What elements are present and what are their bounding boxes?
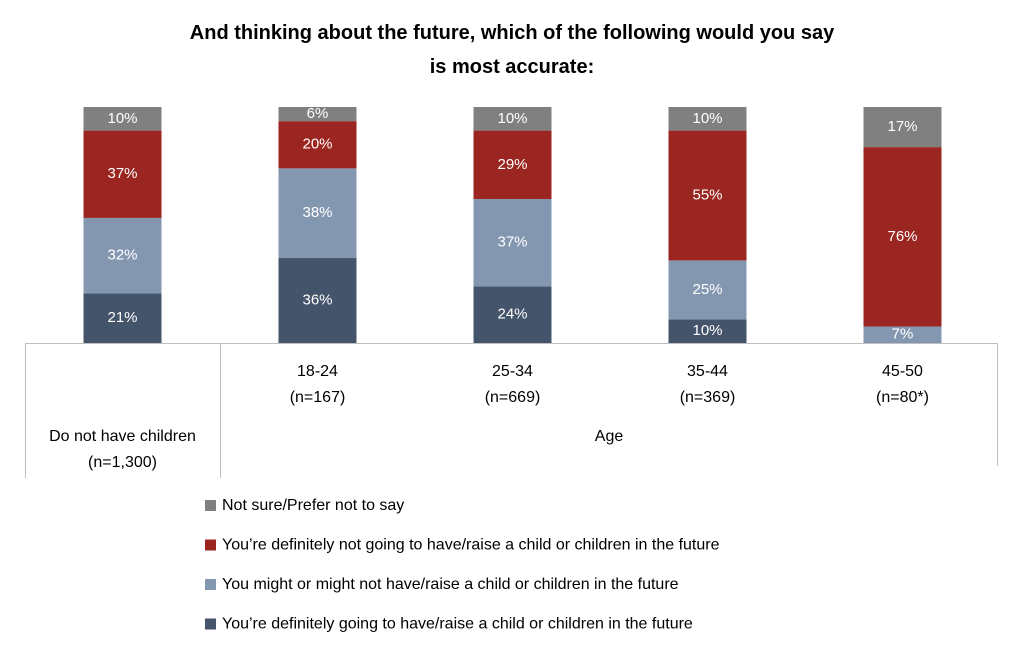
legend-swatch xyxy=(205,539,216,551)
data-label: 21% xyxy=(107,309,137,326)
x-tick-label: (n=80*) xyxy=(876,389,929,406)
bar-segment xyxy=(473,107,552,131)
bar-segment xyxy=(473,130,552,200)
bar-segment xyxy=(278,168,357,259)
legend-label: You’re definitely going to have/raise a … xyxy=(222,616,693,633)
data-label: 38% xyxy=(302,204,332,221)
bar-segment xyxy=(278,107,357,122)
bar-segment xyxy=(473,199,552,287)
x-tick-label: (n=167) xyxy=(290,389,346,406)
x-tick-label: 25-34 xyxy=(492,363,533,380)
bar-segment xyxy=(278,258,357,343)
bar-segment xyxy=(473,286,552,343)
bar-segment xyxy=(863,147,942,327)
x-tick-label: (n=669) xyxy=(485,389,541,406)
data-label: 76% xyxy=(887,228,917,245)
bar-segment xyxy=(83,293,162,343)
legend-swatch xyxy=(205,618,216,630)
bar-segment xyxy=(863,107,942,148)
bar-segment xyxy=(83,130,162,218)
x-tick-label: 35-44 xyxy=(687,363,728,380)
data-label: 24% xyxy=(497,306,527,323)
bar-segment xyxy=(863,326,942,343)
data-label: 36% xyxy=(302,291,332,308)
x-tick-label: Do not have children xyxy=(49,428,196,445)
data-label: 25% xyxy=(692,281,722,298)
data-label: 37% xyxy=(497,234,527,251)
data-label: 32% xyxy=(107,247,137,264)
data-label: 29% xyxy=(497,156,527,173)
category-group-label: Age xyxy=(595,428,624,445)
bar-segment xyxy=(83,107,162,131)
legend-label: You’re definitely not going to have/rais… xyxy=(222,537,720,554)
data-label: 20% xyxy=(302,136,332,153)
chart-title: And thinking about the future, which of … xyxy=(189,22,835,78)
x-tick-label: 45-50 xyxy=(882,363,923,380)
x-tick-label: (n=1,300) xyxy=(88,454,157,471)
legend-swatch xyxy=(205,500,216,511)
data-label: 10% xyxy=(692,322,722,339)
data-label: 55% xyxy=(692,186,722,203)
bar-segment xyxy=(83,217,162,294)
data-label: 10% xyxy=(692,110,722,127)
data-label: 10% xyxy=(107,110,137,127)
data-label: 6% xyxy=(307,105,329,122)
legend-label: You might or might not have/raise a chil… xyxy=(222,576,679,593)
x-tick-label: 18-24 xyxy=(297,363,338,380)
bar-segment xyxy=(668,319,747,343)
data-label: 10% xyxy=(497,110,527,127)
legend-label: Not sure/Prefer not to say xyxy=(222,497,404,514)
legend-swatch xyxy=(205,579,216,590)
data-label: 37% xyxy=(107,165,137,182)
x-tick-label: (n=369) xyxy=(680,389,736,406)
bar-segment xyxy=(668,130,747,261)
data-label: 17% xyxy=(887,118,917,135)
bar-segment xyxy=(668,107,747,131)
bar-segment xyxy=(668,260,747,320)
bar-segment xyxy=(278,121,357,169)
data-label: 7% xyxy=(892,326,914,343)
